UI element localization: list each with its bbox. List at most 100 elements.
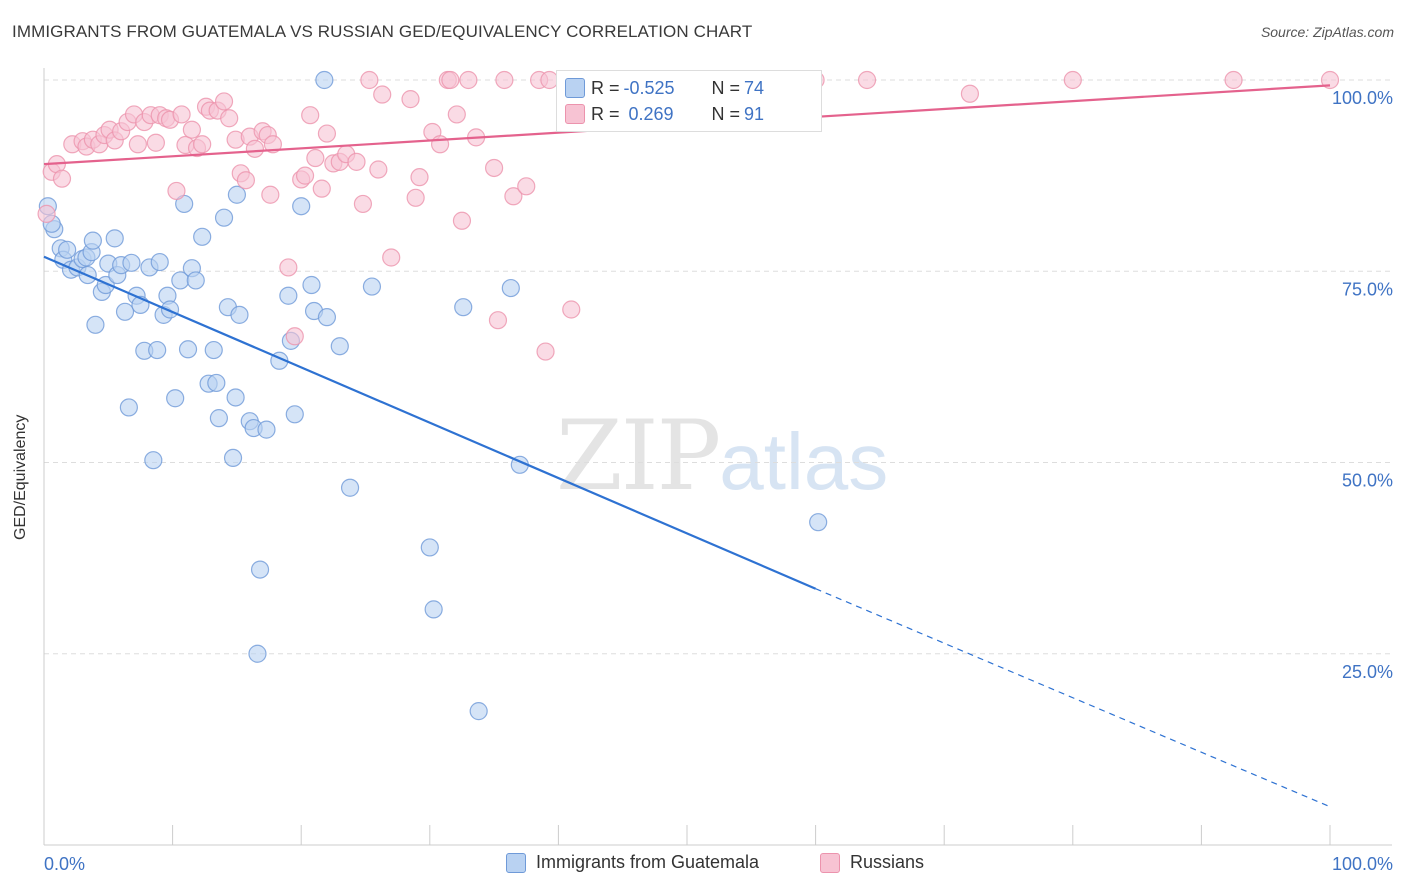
point-guatemala-42: [209, 409, 228, 428]
y-tick-label-50: 50.0%: [1342, 471, 1393, 491]
point-guatemala-35: [178, 340, 198, 359]
stats-pink-r-value: 0.269: [623, 103, 674, 124]
stats-pink-n-label: N =: [711, 103, 741, 124]
point-russian-32: [220, 109, 239, 128]
legend-label-guatemala: Immigrants from Guatemala: [536, 852, 760, 872]
legend-item-guatemala[interactable]: Immigrants from Guatemala: [506, 852, 759, 873]
point-russian-3: [52, 169, 72, 188]
point-guatemala-27: [148, 340, 167, 360]
point-russian-45: [295, 166, 315, 185]
point-russian-71: [488, 311, 508, 330]
point-guatemala-67: [424, 600, 443, 619]
point-guatemala-64: [340, 478, 360, 497]
point-russian-86: [857, 70, 877, 90]
point-guatemala-26: [144, 451, 163, 470]
stats-pink-n-value: 91: [744, 103, 765, 124]
point-russian-23: [172, 105, 191, 124]
point-guatemala-63: [330, 337, 349, 356]
point-guatemala-40: [204, 340, 223, 360]
point-guatemala-19: [115, 302, 135, 321]
x-tick-label-start: 0.0%: [44, 854, 85, 874]
point-russian-88: [1063, 70, 1082, 90]
point-guatemala-57: [285, 405, 304, 424]
point-guatemala-48: [227, 185, 246, 204]
point-russian-73: [504, 187, 523, 206]
point-guatemala-51: [248, 644, 267, 663]
stats-blue-n-label: N =: [711, 77, 741, 98]
point-guatemala-52: [250, 560, 270, 579]
point-russian-37: [245, 139, 265, 158]
point-russian-43: [285, 327, 304, 346]
point-russian-54: [353, 194, 373, 214]
point-guatemala-32: [166, 389, 185, 408]
source-credit: Source: ZipAtlas.com: [1260, 24, 1394, 40]
point-russian-0: [37, 204, 56, 223]
point-guatemala-47: [230, 305, 249, 324]
point-russian-72: [495, 70, 514, 90]
point-guatemala-37: [186, 271, 205, 290]
trendline-guatemala: [43, 255, 817, 590]
point-russian-42: [279, 258, 298, 277]
point-russian-68: [459, 70, 478, 90]
watermark-zip: ZIP: [556, 400, 721, 512]
legend: Immigrants from Guatemala Russians: [0, 852, 1406, 876]
point-guatemala-55: [279, 286, 298, 305]
stats-blue-r-label: R =: [591, 77, 620, 98]
stats-pink-r-label: R =: [591, 103, 620, 124]
point-russian-53: [347, 152, 366, 171]
point-russian-60: [406, 188, 425, 207]
point-guatemala-61: [315, 70, 334, 90]
point-russian-76: [536, 342, 555, 361]
point-russian-61: [410, 168, 429, 187]
point-russian-35: [236, 171, 256, 190]
point-guatemala-20: [119, 398, 138, 417]
point-guatemala-41: [207, 373, 226, 393]
x-tick-label-end: 100.0%: [1332, 854, 1393, 874]
point-russian-90: [1320, 70, 1340, 90]
point-guatemala-38: [193, 227, 212, 246]
point-russian-65: [441, 70, 460, 90]
point-russian-15: [128, 135, 147, 154]
point-russian-59: [401, 90, 420, 109]
point-guatemala-72: [809, 513, 828, 532]
point-russian-78: [562, 300, 581, 319]
point-guatemala-68: [454, 298, 473, 317]
legend-item-russians[interactable]: Russians: [820, 852, 924, 873]
y-tick-label-100: 100.0%: [1332, 88, 1393, 108]
point-guatemala-65: [362, 277, 382, 296]
stats-swatch-pink: [565, 104, 585, 124]
point-russian-58: [382, 248, 401, 267]
point-guatemala-46: [226, 388, 245, 407]
point-guatemala-66: [420, 538, 439, 557]
point-russian-27: [193, 135, 212, 154]
point-guatemala-45: [223, 448, 243, 468]
point-russian-66: [447, 105, 466, 124]
point-guatemala-28: [150, 252, 169, 272]
point-guatemala-4: [58, 240, 77, 259]
point-russian-89: [1224, 70, 1243, 90]
point-russian-57: [373, 85, 392, 104]
point-russian-25: [182, 120, 201, 139]
y-tick-label-75: 75.0%: [1342, 279, 1393, 299]
stats-row-pink: R = 0.269 N = 91: [565, 101, 765, 127]
legend-label-russians: Russians: [850, 852, 925, 872]
stats-blue-r-value: -0.525: [623, 77, 675, 98]
point-guatemala-69: [469, 702, 488, 721]
point-russian-22: [167, 181, 186, 201]
point-guatemala-59: [302, 275, 321, 295]
point-russian-40: [263, 135, 283, 154]
point-russian-31: [214, 92, 234, 111]
point-russian-47: [306, 148, 325, 168]
watermark: ZIPatlas: [556, 400, 888, 512]
point-guatemala-21: [122, 253, 141, 272]
legend-swatch-guatemala: [506, 852, 526, 873]
point-russian-49: [317, 124, 337, 143]
point-guatemala-16: [105, 229, 124, 248]
legend-swatch-russians: [820, 852, 840, 873]
point-russian-74: [517, 177, 536, 196]
point-russian-56: [369, 160, 388, 179]
stats-box: R = -0.525 N = 74 R = 0.269 N = 91: [556, 70, 822, 132]
point-guatemala-43: [214, 208, 234, 227]
point-russian-55: [360, 70, 379, 90]
